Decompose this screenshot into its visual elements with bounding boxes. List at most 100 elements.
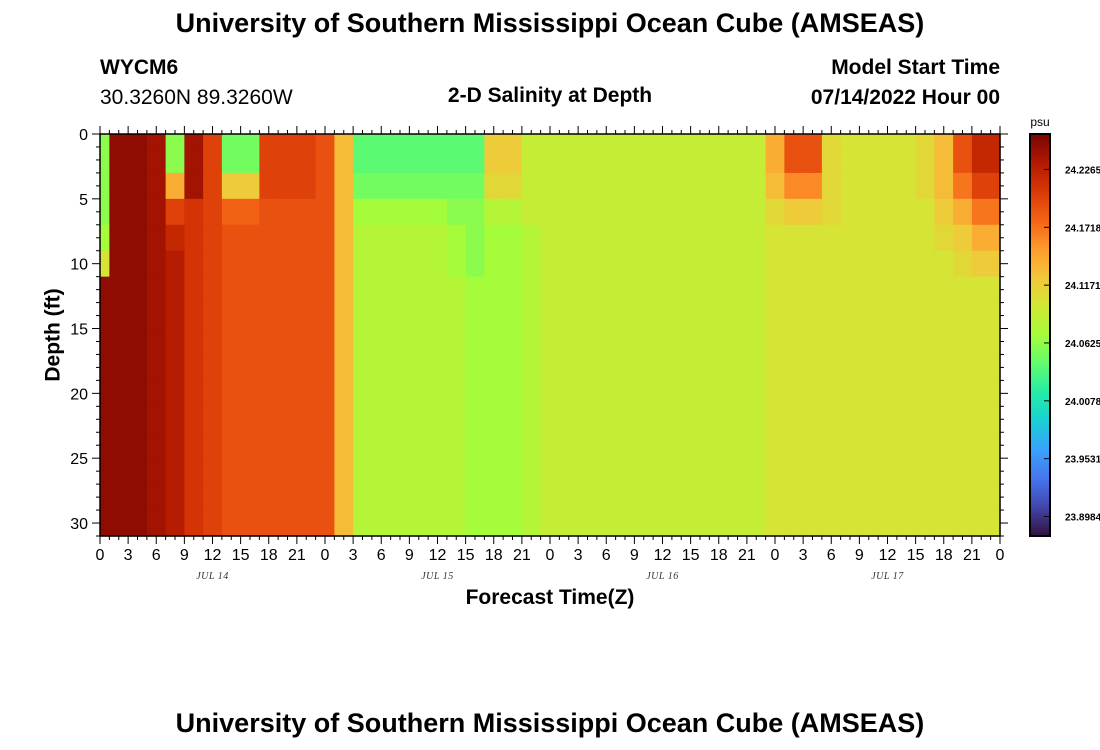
heatmap-cell — [859, 302, 879, 330]
heatmap-cell — [315, 380, 335, 407]
heatmap-cell — [971, 406, 992, 433]
heatmap-cell — [765, 172, 785, 200]
station-coordinates: 30.3260N 89.3260W — [100, 86, 293, 109]
heatmap-cell — [803, 198, 823, 226]
heatmap-cell — [165, 432, 185, 459]
heatmap-cell — [100, 380, 110, 407]
heatmap-cell — [596, 134, 617, 148]
heatmap-cell — [559, 250, 579, 278]
heatmap-cell — [784, 224, 804, 252]
heatmap-cell — [371, 458, 392, 485]
heatmap-cell — [259, 484, 279, 511]
heatmap-cell — [100, 276, 110, 304]
heatmap-cell — [371, 172, 392, 200]
heatmap-cell — [446, 510, 467, 537]
heatmap-cell — [765, 328, 785, 356]
heatmap-cell — [878, 302, 898, 330]
heatmap-cell — [521, 146, 542, 174]
heatmap-cell — [765, 146, 785, 174]
heatmap-cell — [915, 224, 935, 252]
heatmap-cell — [203, 458, 223, 485]
heatmap-cell — [240, 198, 260, 226]
heatmap-cell — [653, 354, 673, 381]
heatmap-cell — [203, 250, 223, 278]
heatmap-cell — [240, 510, 260, 537]
x-tick-label: 6 — [152, 547, 161, 564]
heatmap-cell — [465, 172, 485, 200]
heatmap-cell — [259, 172, 279, 200]
heatmap-cell — [100, 484, 110, 511]
model-start-label: Model Start Time — [831, 56, 1000, 79]
colorbar-tick-label: 24.0078 — [1065, 397, 1100, 408]
heatmap-cell — [540, 276, 560, 304]
heatmap-cell — [371, 328, 392, 356]
heatmap-cell — [203, 380, 223, 407]
heatmap-cell — [746, 276, 767, 304]
colorbar-tick-label: 23.9531 — [1065, 455, 1100, 466]
heatmap-cell — [821, 146, 842, 174]
heatmap-cell — [128, 134, 148, 148]
heatmap-cell — [315, 198, 335, 226]
heatmap-cell — [203, 328, 223, 356]
heatmap-cell — [671, 510, 692, 537]
x-tick-label: 18 — [485, 547, 503, 564]
heatmap-cell — [934, 380, 954, 407]
heatmap-cell — [990, 328, 1001, 356]
heatmap-cell — [728, 432, 748, 459]
heatmap-cell — [109, 134, 129, 148]
heatmap-cell — [128, 250, 148, 278]
heatmap-cell — [521, 354, 542, 381]
x-tick-label: 9 — [855, 547, 864, 564]
heatmap-cell — [709, 328, 729, 356]
heatmap-cell — [596, 224, 617, 252]
heatmap-cell — [690, 432, 710, 459]
heatmap-cell — [709, 250, 729, 278]
heatmap-cell — [878, 328, 898, 356]
heatmap-cell — [653, 224, 673, 252]
heatmap-cell — [315, 302, 335, 330]
heatmap-cell — [296, 510, 317, 537]
heatmap-cell — [409, 302, 429, 330]
heatmap-cell — [240, 172, 260, 200]
heatmap-cell — [840, 302, 860, 330]
date-labels: JUL 14 JUL 15 JUL 16 JUL 17 — [196, 571, 904, 582]
heatmap-cell — [221, 458, 242, 485]
heatmap-cell — [521, 224, 542, 252]
heatmap-cell — [934, 328, 954, 356]
heatmap-cell — [878, 224, 898, 252]
heatmap-cell — [559, 328, 579, 356]
heatmap-cell — [728, 134, 748, 148]
heatmap-cell — [915, 302, 935, 330]
heatmap-cell — [353, 432, 373, 459]
heatmap-cell — [109, 328, 129, 356]
heatmap-cell — [803, 302, 823, 330]
x-tick-label: 0 — [96, 547, 105, 564]
heatmap-cell — [259, 250, 279, 278]
heatmap-cell — [371, 406, 392, 433]
heatmap-cell — [278, 146, 298, 174]
colorbar-tick-label: 24.1718 — [1065, 223, 1100, 234]
heatmap-cell — [634, 224, 654, 252]
heatmap-cell — [128, 276, 148, 304]
heatmap-cell — [540, 510, 560, 537]
heatmap-cell — [596, 146, 617, 174]
heatmap-cell — [390, 432, 410, 459]
heatmap-cell — [540, 484, 560, 511]
heatmap-cell — [634, 406, 654, 433]
heatmap-cell — [821, 432, 842, 459]
heatmap-cell — [915, 354, 935, 381]
heatmap-cell — [934, 172, 954, 200]
heatmap-cell — [100, 302, 110, 330]
heatmap-cell — [503, 276, 523, 304]
heatmap-cell — [615, 250, 635, 278]
heatmap-cell — [953, 432, 973, 459]
x-tick-label: 18 — [935, 547, 953, 564]
heatmap-cell — [709, 354, 729, 381]
heatmap-cell — [953, 224, 973, 252]
heatmap-cell — [859, 354, 879, 381]
heatmap-cell — [278, 224, 298, 252]
heatmap-cell — [353, 134, 373, 148]
heatmap-cell — [896, 276, 917, 304]
heatmap-cell — [803, 406, 823, 433]
heatmap-cell — [559, 276, 579, 304]
